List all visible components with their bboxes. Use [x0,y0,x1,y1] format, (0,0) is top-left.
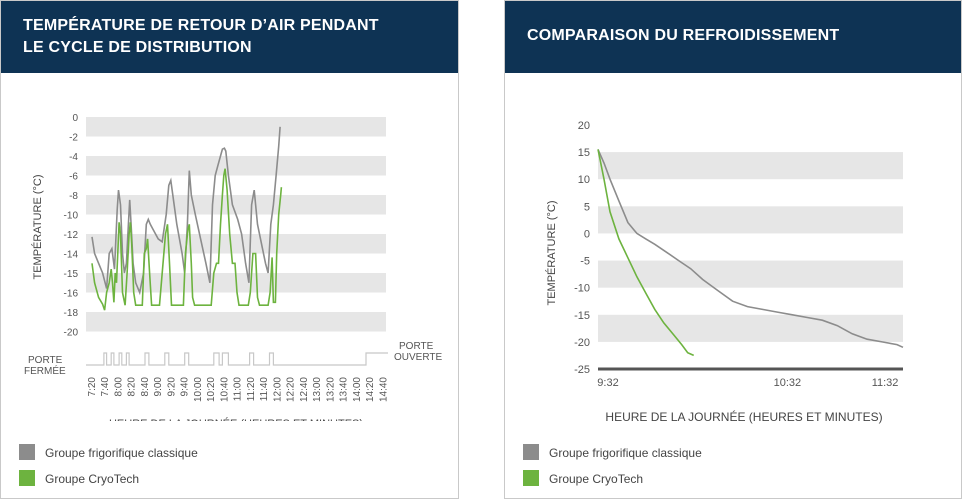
door-closed-label-1: PORTE [28,355,63,366]
legend-label-cryotech: Groupe CryoTech [45,472,140,486]
x-tick-label: 12:40 [299,377,310,402]
x-tick-label: 11:32 [872,377,899,389]
y-tick-label: 15 [578,147,590,159]
x-tick-label: 8:20 [127,377,138,397]
legend-item-cryotech: Groupe CryoTech [523,470,702,488]
series-line-classic [91,126,281,296]
x-tick-label: 13:40 [339,377,350,402]
left-chart-plot: 0-2-4-6-8-10-12-14-15-16-18-20PORTEFERMÉ… [24,113,442,421]
x-tick-label: 10:40 [219,377,230,402]
x-axis-label: HEURE DE LA JOURNÉE (HEURES ET MINUTES) [109,417,363,421]
grid-band [598,314,903,342]
y-tick-label: 0 [72,113,78,124]
legend-item-classic: Groupe frigorifique classique [19,444,198,462]
x-tick-label: 9:00 [153,377,164,397]
y-tick-label: -14 [64,250,79,261]
door-open-label-2: OUVERTE [394,352,442,363]
y-tick-label: -5 [580,256,590,268]
legend-label-classic: Groupe frigorifique classique [45,446,198,460]
left-title-line-2: LE CYCLE DE DISTRIBUTION [23,39,252,56]
legend-item-cryotech: Groupe CryoTech [19,470,198,488]
x-tick-label: 7:20 [87,377,98,397]
right-chart-header: COMPARAISON DU REFROIDISSEMENT [505,1,961,73]
door-state-line [86,352,388,366]
right-chart-title: COMPARAISON DU REFROIDISSEMENT [527,27,840,44]
x-tick-label: 10:32 [774,377,802,389]
y-tick-label: -12 [64,230,79,241]
x-tick-label: 13:20 [325,377,336,402]
right-chart-plot: 20 15 10 5 0 -5 -10 -15 -20 -25 9:32 10:32 11:32 HEUR… [545,120,904,424]
left-title-line-1: TEMPÉRATURE DE RETOUR D’AIR PENDANT [23,17,379,34]
y-tick-label: -20 [64,328,79,339]
x-tick-label: 7:40 [100,377,111,397]
series-line-classic [597,149,904,349]
legend-swatch-classic [523,444,539,460]
x-tick-label: 8:40 [140,377,151,397]
x-tick-label: 11:00 [233,377,244,402]
x-tick-label: 13:00 [312,377,323,402]
legend-label-classic: Groupe frigorifique classique [549,446,702,460]
y-tick-label: -6 [69,172,78,183]
y-tick-label: -2 [69,133,78,144]
grid-band [86,312,386,332]
grid-band [598,206,903,234]
legend-swatch-cryotech [19,470,35,486]
grid-band [598,260,903,288]
x-tick-label: 10:20 [206,377,217,402]
left-legend: Groupe frigorifique classique Groupe Cry… [19,444,198,496]
grid-band [86,234,386,254]
x-tick-label: 10:00 [193,377,204,402]
legend-label-cryotech: Groupe CryoTech [549,472,644,486]
x-axis-label: HEURE DE LA JOURNÉE (HEURES ET MINUTES) [605,409,882,424]
door-open-label-1: PORTE [399,341,434,352]
y-tick-label: -15 [574,310,590,322]
door-closed-label-2: FERMÉE [24,364,66,377]
y-tick-label: -4 [69,152,78,163]
y-tick-label: -20 [574,337,590,349]
x-tick-label: 12:00 [272,377,283,402]
y-tick-label: 10 [578,174,590,186]
right-legend: Groupe frigorifique classique Groupe Cry… [523,444,702,496]
y-tick-label: -8 [69,191,78,202]
grid-band [86,195,386,215]
y-tick-label: -10 [574,283,590,295]
x-tick-label: 14:00 [352,377,363,402]
x-tick-label: 9:40 [180,377,191,397]
left-chart-header: TEMPÉRATURE DE RETOUR D’AIR PENDANT LE C… [1,1,458,73]
legend-item-classic: Groupe frigorifique classique [523,444,702,462]
x-tick-label: 14:40 [378,377,389,402]
left-chart-panel: TEMPÉRATURE DE RETOUR D’AIR PENDANT LE C… [0,0,459,499]
y-tick-label: 20 [578,120,590,132]
series-line-cryotech [91,168,283,311]
grid-band [86,117,386,137]
x-tick-label: 12:20 [286,377,297,402]
left-chart-title: TEMPÉRATURE DE RETOUR D’AIR PENDANT LE C… [23,15,448,59]
y-tick-label: -10 [64,211,79,222]
x-tick-label: 14:20 [365,377,376,402]
x-tick-label: 11:20 [246,377,257,402]
legend-swatch-classic [19,444,35,460]
y-axis-label: TEMPÉRATURE (°C) [545,200,558,305]
x-tick-label: 9:32 [597,377,618,389]
x-tick-label: 9:20 [166,377,177,397]
x-tick-label: 8:00 [113,377,124,397]
series-line-cryotech [597,149,695,357]
legend-swatch-cryotech [523,470,539,486]
grid-band [598,152,903,180]
y-axis-label: TEMPÉRATURE (°C) [31,174,44,279]
y-tick-label: 5 [584,201,590,213]
grid-band [86,156,386,176]
y-tick-label: -16 [64,289,79,300]
y-tick-label: 0 [584,228,590,240]
y-tick-label: -18 [64,308,79,319]
y-tick-label: -15 [64,269,79,280]
x-tick-label: 11:40 [259,377,270,402]
y-tick-label: -25 [574,364,590,376]
right-chart-panel: COMPARAISON DU REFROIDISSEMENT 20 15 10 5 0 -… [504,0,962,499]
